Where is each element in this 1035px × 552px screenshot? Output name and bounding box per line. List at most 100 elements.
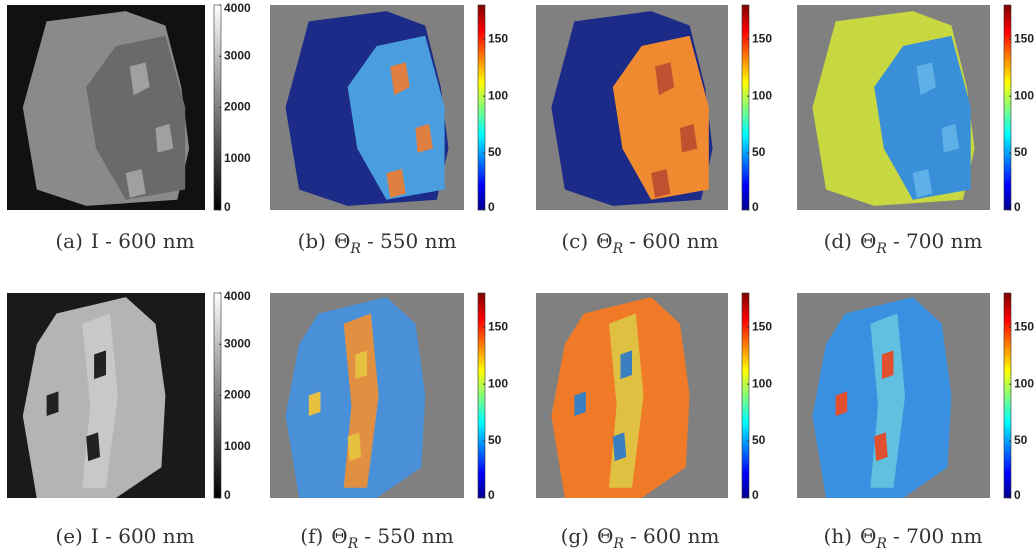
sample-spots <box>125 62 174 198</box>
colorbar-tick-label: 150 <box>488 31 508 45</box>
caption-symbol: Θ <box>597 524 613 548</box>
caption-label: (h) <box>824 524 853 548</box>
colorbar-tick-label: 1000 <box>224 151 251 165</box>
caption-text: I - 600 nm <box>91 524 195 548</box>
sample-spots <box>386 62 433 198</box>
caption-label: (a) <box>55 229 83 253</box>
caption-symbol: Θ <box>860 524 876 548</box>
image <box>812 297 952 498</box>
image <box>551 11 713 206</box>
caption-label: (c) <box>561 229 588 253</box>
image <box>285 11 449 206</box>
colorbar-tick-label: 100 <box>488 376 508 390</box>
panel: 0 50 100 150 (c) ΘR - 600 nm <box>536 4 772 257</box>
colorbar-tick-label: 50 <box>752 433 766 447</box>
caption-label: (f) <box>300 524 323 548</box>
caption: (b) ΘR - 550 nm <box>298 229 457 257</box>
image <box>551 297 690 498</box>
colorbar-tick-label: 0 <box>488 200 495 214</box>
caption-text: - 600 nm <box>629 229 719 253</box>
caption-text: - 550 nm <box>364 524 454 548</box>
colorbar-tick-label: 0 <box>224 488 231 502</box>
sample-spots <box>651 62 698 198</box>
colorbar-tick-label: 100 <box>1014 376 1034 390</box>
panel: 0 50 100 150 (d) ΘR - 700 nm <box>797 4 1034 257</box>
caption-text: - 700 nm <box>893 524 983 548</box>
caption-subscript: R <box>612 241 624 257</box>
colorbar-tick-label: 3000 <box>224 48 251 62</box>
panel: 0 50 100 150 (h) ΘR - 700 nm <box>797 292 1034 552</box>
caption: (h) ΘR - 700 nm <box>824 524 983 552</box>
caption-text: - 550 nm <box>367 229 457 253</box>
sample-region <box>86 35 186 200</box>
caption-symbol: Θ <box>596 229 612 253</box>
caption-label: (d) <box>824 229 852 253</box>
colorbar <box>477 292 486 499</box>
sample-region <box>874 35 971 200</box>
caption: (f) ΘR - 550 nm <box>300 524 453 552</box>
caption-symbol: Θ <box>860 229 876 253</box>
colorbar-tick-label: 50 <box>1014 433 1028 447</box>
colorbar-tick-label: 50 <box>488 433 502 447</box>
sample-spots <box>912 62 960 198</box>
image <box>285 297 426 498</box>
colorbar-tick-label: 150 <box>752 31 772 45</box>
sample-region <box>612 35 709 200</box>
colorbar-tick-label: 2000 <box>224 388 251 402</box>
caption: (e) I - 600 nm <box>55 524 194 548</box>
colorbar-tick-label: 100 <box>488 88 508 102</box>
colorbar-tick-label: 0 <box>224 200 231 214</box>
colorbar <box>741 4 750 211</box>
sample-region <box>347 35 445 200</box>
colorbar-tick-label: 0 <box>488 488 495 502</box>
caption-subscript: R <box>875 241 887 257</box>
colorbar <box>477 4 486 211</box>
colorbar-tick-label: 150 <box>488 319 508 333</box>
colorbar-tick-label: 0 <box>1014 200 1021 214</box>
colorbar-tick-label: 4000 <box>224 289 251 303</box>
panel: 0 50 100 150 (f) ΘR - 550 nm <box>270 292 508 552</box>
panel: 0 1000 2000 3000 4000 (e) I - 600 nm <box>7 289 251 548</box>
caption-text: - 700 nm <box>893 229 983 253</box>
caption-label: (e) <box>55 524 82 548</box>
colorbar-tick-label: 0 <box>752 200 759 214</box>
caption-subscript: R <box>349 241 361 257</box>
sample-spots <box>308 350 367 462</box>
caption-label: (g) <box>561 524 589 548</box>
caption: (a) I - 600 nm <box>55 229 194 253</box>
colorbar-tick-label: 100 <box>1014 88 1034 102</box>
caption-text: I - 600 nm <box>91 229 195 253</box>
sample-spots <box>46 350 106 462</box>
caption-symbol: Θ <box>331 524 347 548</box>
colorbar-tick-label: 1000 <box>224 439 251 453</box>
colorbar-tick-label: 100 <box>752 376 772 390</box>
colorbar-tick-label: 100 <box>752 88 772 102</box>
colorbar-tick-label: 2000 <box>224 100 251 114</box>
colorbar <box>1003 4 1012 211</box>
colorbar-tick-label: 150 <box>752 319 772 333</box>
caption-subscript: R <box>875 536 887 552</box>
caption: (c) ΘR - 600 nm <box>561 229 718 257</box>
colorbar-tick-label: 150 <box>1014 319 1034 333</box>
colorbar <box>741 292 750 499</box>
colorbar-tick-label: 50 <box>752 145 766 159</box>
image <box>22 297 166 498</box>
colorbar-tick-label: 50 <box>1014 145 1028 159</box>
caption: (d) ΘR - 700 nm <box>824 229 983 257</box>
sample-spots <box>835 350 894 462</box>
caption: (g) ΘR - 600 nm <box>561 524 720 552</box>
panel: 0 1000 2000 3000 4000 (a) I - 600 nm <box>7 1 251 253</box>
panel: 0 50 100 150 (g) ΘR - 600 nm <box>536 292 772 552</box>
colorbar-tick-label: 4000 <box>224 1 251 15</box>
colorbar <box>1003 292 1012 499</box>
caption-symbol: Θ <box>334 229 350 253</box>
caption-label: (b) <box>298 229 326 253</box>
caption-text: - 600 nm <box>630 524 720 548</box>
colorbar-tick-label: 0 <box>1014 488 1021 502</box>
colorbar-tick-label: 3000 <box>224 336 251 350</box>
caption-subscript: R <box>612 536 624 552</box>
caption-subscript: R <box>347 536 359 552</box>
image <box>812 11 975 206</box>
colorbar-tick-label: 50 <box>488 145 502 159</box>
